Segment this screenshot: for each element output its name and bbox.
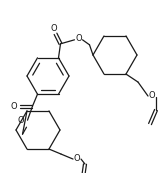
Text: O: O	[74, 154, 80, 163]
Text: O: O	[10, 102, 17, 111]
Text: O: O	[149, 90, 155, 99]
Text: O: O	[50, 24, 57, 33]
Text: O: O	[17, 116, 24, 125]
Text: O: O	[75, 34, 82, 43]
